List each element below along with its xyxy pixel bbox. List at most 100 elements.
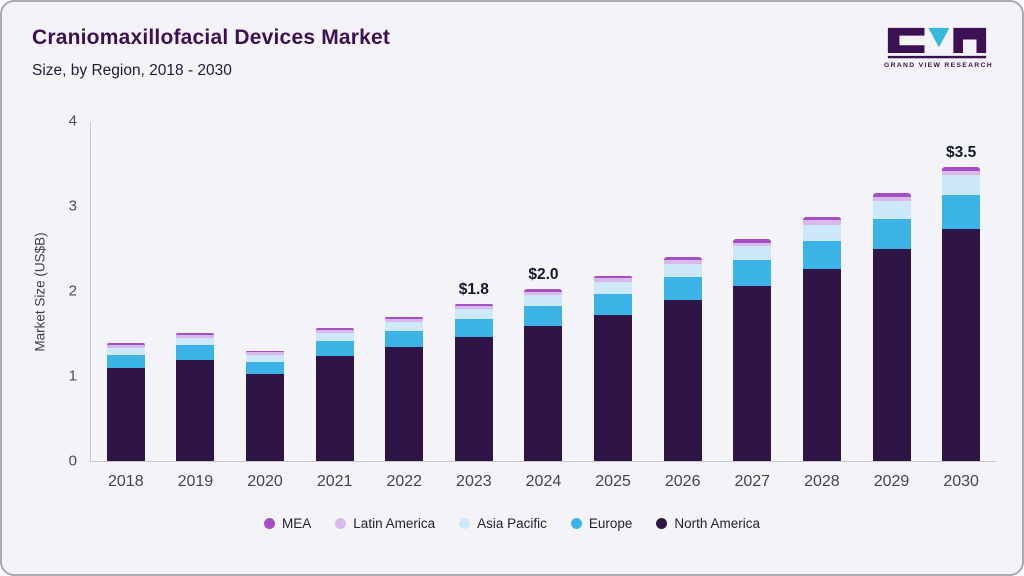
y-tick-label: 2 <box>68 282 77 300</box>
bar-segment-europe <box>872 218 911 250</box>
legend-label: MEA <box>282 516 312 531</box>
bar-segment-north-america <box>454 336 493 461</box>
legend-label: Europe <box>588 516 633 531</box>
bar-stack <box>733 239 772 461</box>
bar-stack: $3.5 <box>942 144 981 461</box>
y-axis-title: Market Size (US$B) <box>32 232 48 352</box>
logo-mark-icon <box>887 27 987 59</box>
x-tick-label: 2030 <box>943 473 979 490</box>
bar-segment-asia-pacific <box>524 295 563 307</box>
bar-segment-asia-pacific <box>663 263 702 278</box>
value-label-2024: $2.0 <box>528 266 559 284</box>
bar-segment-asia-pacific <box>246 354 285 362</box>
bar-segment-europe <box>524 306 563 326</box>
bar-segment-mea <box>454 303 493 307</box>
bar-segment-asia-pacific <box>176 337 215 346</box>
bar-segment-europe <box>454 319 493 337</box>
bar-segment-north-america <box>733 285 772 461</box>
bar-stack <box>106 342 145 461</box>
bar-segment-mea <box>385 316 424 320</box>
x-tick-label: 2020 <box>247 473 283 490</box>
bar-segment-north-america <box>594 314 633 461</box>
legend-label: North America <box>674 516 760 531</box>
bar-group-2018: 2018 <box>91 122 161 490</box>
bar-segment-latin-america <box>454 306 493 309</box>
x-tick-label: 2029 <box>873 473 910 490</box>
bar-segment-europe <box>733 260 772 286</box>
bar-segment-latin-america <box>942 171 981 176</box>
bar-segment-europe <box>176 345 215 360</box>
bar-segment-mea <box>176 332 215 336</box>
bar-segment-north-america <box>802 268 841 461</box>
page-title: Craniomaxillofacial Devices Market <box>32 26 391 49</box>
bar-stack <box>872 193 911 461</box>
x-tick-label: 2021 <box>316 473 353 490</box>
bar-group-2024: $2.0 2024 <box>509 122 579 490</box>
bar-group-2029: 2029 <box>857 122 927 490</box>
bar-group-2019: 2019 <box>161 122 231 490</box>
bar-group-2022: 2022 <box>369 122 439 490</box>
bar-stack <box>594 275 633 461</box>
legend: MEA Latin America Asia Pacific Europe North … <box>2 516 1022 531</box>
bar-group-2020: 2020 <box>230 122 300 490</box>
bar-segment-asia-pacific <box>872 200 911 219</box>
bar-segment-latin-america <box>385 319 424 322</box>
bar-segment-north-america <box>385 347 424 461</box>
bar-segment-asia-pacific <box>385 321 424 331</box>
bar-segment-latin-america <box>106 345 145 348</box>
bar-segment-latin-america <box>176 335 215 338</box>
x-tick-label: 2028 <box>804 473 840 490</box>
x-tick-label: 2026 <box>664 473 701 490</box>
bar-segment-europe <box>246 361 285 375</box>
bar-segment-latin-america <box>594 278 633 282</box>
bar-segment-north-america <box>524 325 563 461</box>
legend-label: Latin America <box>353 516 436 531</box>
bar-group-2023: $1.8 2023 <box>439 122 509 490</box>
bar-group-2021: 2021 <box>300 122 370 490</box>
bar-segment-latin-america <box>524 291 563 296</box>
bar-segment-europe <box>663 277 702 301</box>
bar-group-2028: 2028 <box>787 122 857 490</box>
x-tick-label: 2024 <box>525 473 562 490</box>
bar-segment-mea <box>594 275 633 279</box>
title-block: Craniomaxillofacial Devices Market Size,… <box>32 26 390 80</box>
bar-segment-asia-pacific <box>106 347 145 355</box>
legend-item-mea: MEA <box>264 516 311 531</box>
bar-segment-asia-pacific <box>315 332 354 342</box>
value-label-2030: $3.5 <box>946 143 977 161</box>
bar-segment-latin-america <box>733 242 772 246</box>
bars-container: 2018 2019 2020 2021 2022 $1.8 2023 $2.0 2024 2025… <box>91 122 996 490</box>
bar-segment-mea <box>802 217 841 221</box>
bar-stack <box>315 327 354 461</box>
bar-group-2026: 2026 <box>648 122 718 490</box>
bar-segment-asia-pacific <box>733 245 772 261</box>
legend-swatch <box>570 518 582 529</box>
legend-swatch <box>335 518 347 529</box>
bar-segment-latin-america <box>246 352 285 355</box>
legend-swatch <box>264 518 276 529</box>
chart-subtitle: Size, by Region, 2018 - 2030 <box>32 62 232 79</box>
x-tick-label: 2027 <box>734 473 771 490</box>
legend-item-latin-america: Latin America <box>335 516 435 531</box>
x-tick-label: 2025 <box>595 473 631 490</box>
bar-stack <box>663 257 702 461</box>
legend-item-asia-pacific: Asia Pacific <box>459 516 547 531</box>
bar-segment-asia-pacific <box>942 175 981 195</box>
bar-segment-europe <box>802 240 841 269</box>
bar-segment-north-america <box>315 356 354 461</box>
bar-segment-latin-america <box>802 220 841 225</box>
bar-stack <box>385 316 424 461</box>
bar-segment-europe <box>385 330 424 348</box>
bar-segment-north-america <box>872 249 911 461</box>
bar-segment-mea <box>246 350 285 353</box>
legend-swatch <box>656 518 668 529</box>
y-tick-label: 4 <box>68 112 77 130</box>
grand-view-research-logo: GRAND VIEW RESEARCH <box>884 26 992 69</box>
legend-item-europe: Europe <box>570 516 633 531</box>
x-tick-label: 2022 <box>386 473 423 490</box>
bar-group-2025: 2025 <box>578 122 648 490</box>
legend-swatch <box>459 518 471 529</box>
bar-segment-north-america <box>176 359 215 461</box>
